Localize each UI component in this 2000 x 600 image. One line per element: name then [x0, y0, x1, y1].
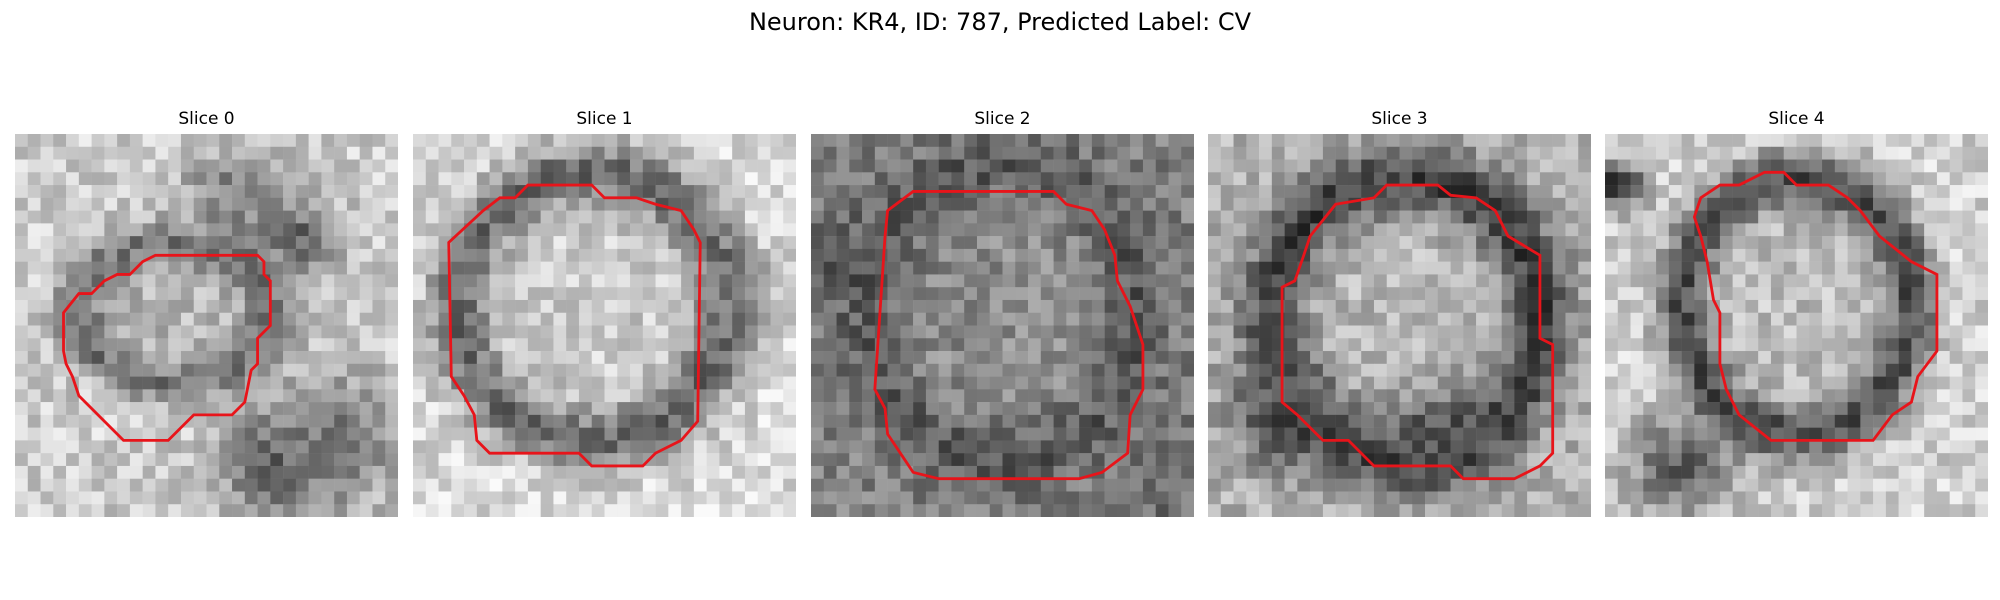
slice-panel-2: Slice 2 — [811, 108, 1194, 517]
slice-panel-0: Slice 0 — [15, 108, 398, 517]
slice-panel-3: Slice 3 — [1208, 108, 1591, 517]
slice-image-3 — [1208, 134, 1591, 517]
roi-contour — [1280, 183, 1555, 481]
slice-title: Slice 3 — [1371, 109, 1428, 129]
slice-image-4 — [1605, 134, 1988, 517]
slice-panel-4: Slice 4 — [1605, 108, 1988, 517]
figure-title: Neuron: KR4, ID: 787, Predicted Label: C… — [748, 8, 1252, 36]
slice-image-1 — [413, 134, 796, 517]
roi-contour — [447, 183, 702, 468]
roi-contour — [1692, 170, 1939, 442]
slice-title: Slice 2 — [974, 109, 1031, 129]
slice-title: Slice 0 — [178, 109, 235, 129]
slice-panel-1: Slice 1 — [413, 108, 796, 517]
slice-title: Slice 1 — [576, 109, 633, 129]
slice-title: Slice 4 — [1768, 109, 1825, 129]
slice-image-2 — [811, 134, 1194, 517]
roi-contour — [62, 253, 272, 442]
roi-contour — [873, 190, 1145, 481]
slice-image-0 — [15, 134, 398, 517]
